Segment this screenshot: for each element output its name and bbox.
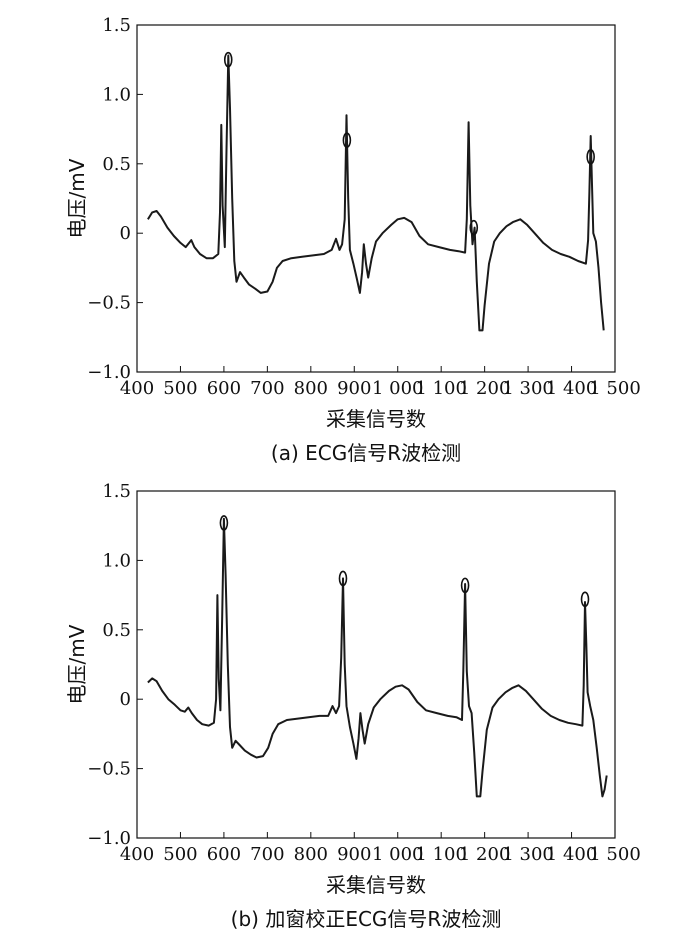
chart-panel-a: 400 500 600 700 800 900 1 000 1 100 1 200 1 300 1 … bbox=[0, 0, 700, 465]
chart-a-x-tick-label: 700 bbox=[250, 378, 284, 399]
chart-b-x-tick-label: 1 500 bbox=[589, 844, 641, 865]
chart-a-y-tick-label: 1.5 bbox=[102, 15, 131, 36]
chart-b-r-peak-marker bbox=[580, 591, 590, 608]
chart-a-x-tick-label: 1 200 bbox=[459, 378, 511, 399]
chart-b-x-tick-label: 400 bbox=[120, 844, 154, 865]
chart-b-y-tick-label: 1.0 bbox=[102, 550, 131, 571]
chart-panel-b: 400 500 600 700 800 900 1 000 1 100 1 200 1 300 1 … bbox=[0, 466, 700, 931]
chart-a-y-tick-label: 0.5 bbox=[102, 154, 131, 175]
chart-b-x-axis-title: 采集信号数 bbox=[326, 873, 426, 897]
chart-b-plot-frame bbox=[136, 490, 616, 839]
chart-a-y-tick-label: −0.5 bbox=[87, 293, 131, 314]
chart-b-ecg-series-line bbox=[147, 517, 608, 798]
chart-b-r-peak-marker bbox=[338, 570, 348, 587]
chart-a-r-peak-marker bbox=[469, 219, 479, 236]
chart-b-x-tick-label: 1 300 bbox=[502, 844, 554, 865]
chart-b-y-tick-label: 1.5 bbox=[102, 481, 131, 502]
chart-a-plot-frame bbox=[136, 24, 616, 373]
chart-a-x-tick-label: 600 bbox=[207, 378, 241, 399]
chart-a-x-tick-label: 1 400 bbox=[546, 378, 598, 399]
chart-a-y-tick-label: 1.0 bbox=[102, 84, 131, 105]
chart-b-x-tick-label: 600 bbox=[207, 844, 241, 865]
chart-a-r-peak-marker bbox=[586, 149, 595, 165]
chart-a-y-axis-title: 电压/mV bbox=[65, 158, 89, 238]
chart-a-x-tick-label: 1 300 bbox=[502, 378, 554, 399]
chart-b-y-tick-label: 0.5 bbox=[102, 620, 131, 641]
chart-b-x-tick-label: 700 bbox=[250, 844, 284, 865]
chart-b-caption: (b) 加窗校正ECG信号R波检测 bbox=[231, 907, 502, 931]
chart-b-y-tick-label: −0.5 bbox=[87, 759, 131, 780]
chart-b-x-tick-label: 1 200 bbox=[459, 844, 511, 865]
chart-a-x-tick-label: 400 bbox=[120, 378, 154, 399]
chart-a-x-tick-label: 1 500 bbox=[589, 378, 641, 399]
chart-b-x-tick-label: 500 bbox=[163, 844, 197, 865]
chart-a-r-peak-marker bbox=[342, 132, 352, 149]
chart-b-r-peak-marker bbox=[460, 577, 470, 594]
chart-b-x-tick-label: 1 000 bbox=[372, 844, 424, 865]
chart-a-x-tick-label: 1 000 bbox=[372, 378, 424, 399]
chart-a-x-tick-label: 800 bbox=[294, 378, 328, 399]
chart-b-x-tick-label: 1 400 bbox=[546, 844, 598, 865]
chart-b-x-tick-label: 1 100 bbox=[415, 844, 467, 865]
chart-a-ecg-series-line bbox=[147, 54, 605, 332]
chart-b-y-axis-title: 电压/mV bbox=[65, 624, 89, 704]
chart-a-r-peak-marker bbox=[223, 51, 233, 68]
chart-b-y-tick-label: −1.0 bbox=[87, 828, 131, 849]
chart-a-y-tick-label: 0 bbox=[120, 223, 131, 244]
chart-a-x-tick-label: 500 bbox=[163, 378, 197, 399]
chart-a-x-axis-title: 采集信号数 bbox=[326, 407, 426, 431]
chart-b-y-tick-label: 0 bbox=[120, 689, 131, 710]
chart-a-x-tick-label: 900 bbox=[337, 378, 371, 399]
chart-b-x-tick-label: 900 bbox=[337, 844, 371, 865]
chart-a-x-tick-label: 1 100 bbox=[415, 378, 467, 399]
chart-b-x-tick-label: 800 bbox=[294, 844, 328, 865]
chart-b-r-peak-marker bbox=[219, 515, 229, 531]
chart-a-caption: (a) ECG信号R波检测 bbox=[271, 441, 461, 465]
chart-a-y-tick-label: −1.0 bbox=[87, 362, 131, 383]
